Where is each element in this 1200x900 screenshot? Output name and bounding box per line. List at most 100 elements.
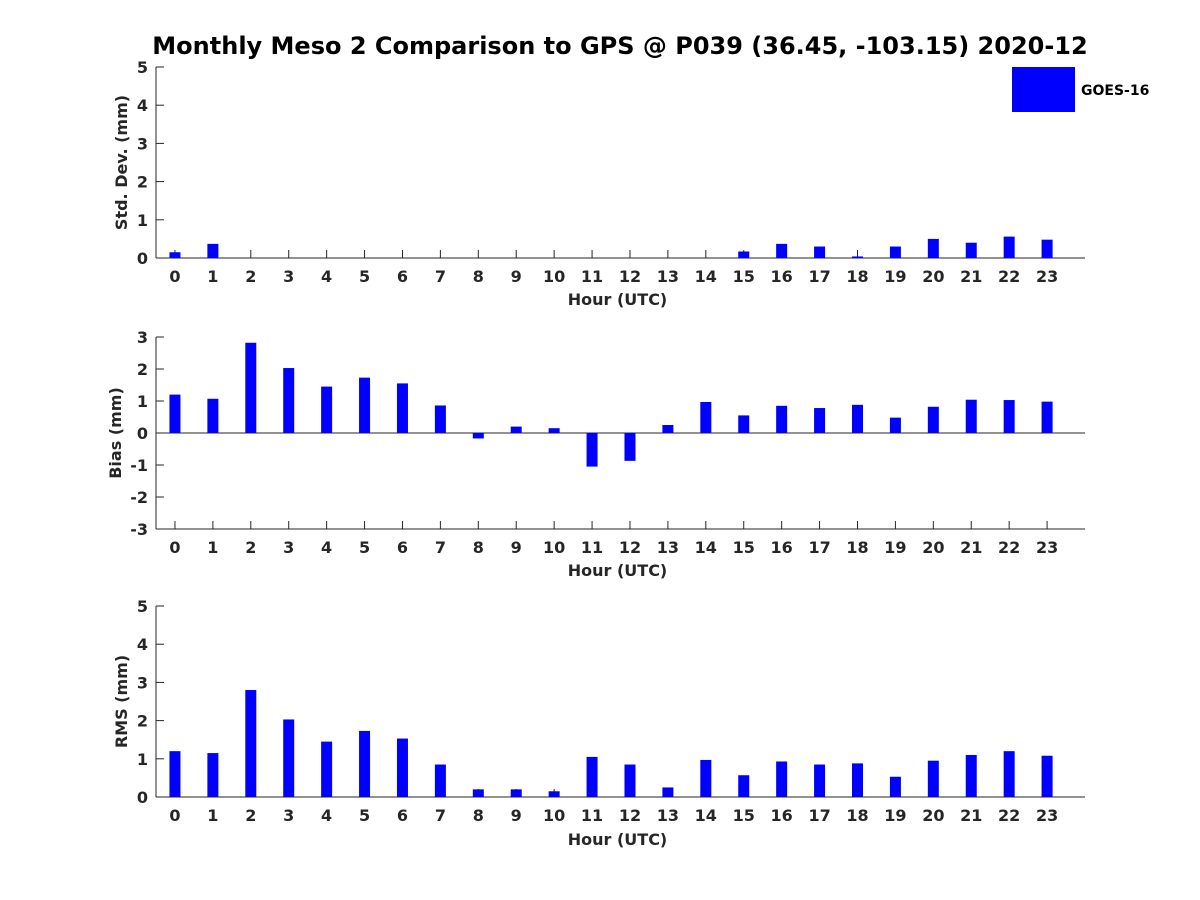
bias-y-tick-label: 0 bbox=[137, 424, 148, 443]
std-dev-x-axis-label: Hour (UTC) bbox=[568, 290, 668, 309]
std-dev-x-tick-label: 3 bbox=[283, 267, 294, 286]
std-dev-x-tick-label: 8 bbox=[473, 267, 484, 286]
rms-y-axis-label: RMS (mm) bbox=[112, 655, 131, 748]
std-dev-x-tick-label: 7 bbox=[435, 267, 446, 286]
std-dev-x-tick-label: 15 bbox=[733, 267, 755, 286]
rms-bar-6 bbox=[396, 738, 408, 797]
std-dev-x-tick-label: 18 bbox=[846, 267, 868, 286]
std-dev-bar-1 bbox=[207, 243, 219, 258]
rms-x-tick-label: 20 bbox=[922, 806, 944, 825]
rms-bar-4 bbox=[321, 741, 333, 797]
bias-x-tick-label: 11 bbox=[581, 538, 603, 557]
rms-x-tick-label: 11 bbox=[581, 806, 603, 825]
rms-bar-13 bbox=[662, 787, 674, 797]
rms-x-tick-label: 10 bbox=[543, 806, 565, 825]
std-dev-x-tick-label: 17 bbox=[808, 267, 830, 286]
rms-bar-21 bbox=[965, 754, 977, 797]
legend: GOES-16 bbox=[1012, 67, 1149, 112]
bias-bar-14 bbox=[700, 401, 712, 433]
rms-bar-0 bbox=[169, 751, 181, 797]
std-dev-x-tick-label: 13 bbox=[657, 267, 679, 286]
bias-x-tick-label: 12 bbox=[619, 538, 641, 557]
std-dev-bar-17 bbox=[814, 246, 826, 258]
bias-bar-19 bbox=[889, 417, 901, 433]
bias-x-tick-label: 6 bbox=[397, 538, 408, 557]
bias-x-tick-label: 21 bbox=[960, 538, 982, 557]
bias-bar-23 bbox=[1041, 401, 1053, 433]
bias-x-axis-label: Hour (UTC) bbox=[568, 561, 668, 580]
std-dev-bar-18 bbox=[851, 256, 863, 258]
rms-y-tick-label: 5 bbox=[137, 597, 148, 616]
rms-x-tick-label: 3 bbox=[283, 806, 294, 825]
legend-swatch bbox=[1012, 67, 1075, 112]
bias-y-tick-label: 3 bbox=[137, 328, 148, 347]
bias-x-tick-label: 8 bbox=[473, 538, 484, 557]
rms-x-tick-label: 14 bbox=[695, 806, 717, 825]
bias-bar-18 bbox=[851, 404, 863, 433]
bias-y-axis-label: Bias (mm) bbox=[106, 387, 125, 479]
std-dev-x-tick-label: 12 bbox=[619, 267, 641, 286]
std-dev-bar-16 bbox=[776, 243, 788, 258]
std-dev-bar-22 bbox=[1003, 236, 1015, 258]
bias-bar-6 bbox=[396, 383, 408, 433]
rms-bar-1 bbox=[207, 753, 219, 797]
std-dev-x-tick-label: 11 bbox=[581, 267, 603, 286]
std-dev-x-tick-label: 20 bbox=[922, 267, 944, 286]
rms-bar-9 bbox=[510, 789, 522, 797]
std-dev-x-tick-label: 5 bbox=[359, 267, 370, 286]
rms-bar-3 bbox=[283, 719, 295, 797]
bias-y-tick-label: -3 bbox=[130, 520, 148, 539]
bias-x-tick-label: 0 bbox=[169, 538, 180, 557]
bias-x-tick-label: 9 bbox=[511, 538, 522, 557]
rms-y-tick-label: 4 bbox=[137, 635, 148, 654]
bias-x-tick-label: 16 bbox=[771, 538, 793, 557]
rms-x-axis-label: Hour (UTC) bbox=[568, 830, 668, 849]
bias-x-tick-label: 14 bbox=[695, 538, 717, 557]
rms-x-tick-label: 15 bbox=[733, 806, 755, 825]
bias-bar-5 bbox=[359, 377, 371, 433]
bias-x-tick-label: 7 bbox=[435, 538, 446, 557]
bias-x-tick-label: 2 bbox=[245, 538, 256, 557]
std-dev-x-tick-label: 9 bbox=[511, 267, 522, 286]
bias-bar-1 bbox=[207, 398, 219, 433]
bias-x-tick-label: 10 bbox=[543, 538, 565, 557]
std-dev-x-tick-label: 2 bbox=[245, 267, 256, 286]
bias-bar-9 bbox=[510, 426, 522, 433]
rms-x-tick-label: 19 bbox=[884, 806, 906, 825]
std-dev-x-tick-label: 6 bbox=[397, 267, 408, 286]
bias-bar-13 bbox=[662, 425, 674, 433]
std-dev-y-tick-label: 3 bbox=[137, 134, 148, 153]
std-dev-y-axis-label: Std. Dev. (mm) bbox=[112, 95, 131, 230]
bias-x-tick-label: 23 bbox=[1036, 538, 1058, 557]
bias-y-tick-label: -1 bbox=[130, 456, 148, 475]
rms-x-tick-label: 12 bbox=[619, 806, 641, 825]
std-dev-x-tick-label: 10 bbox=[543, 267, 565, 286]
std-dev-bar-20 bbox=[927, 238, 939, 258]
std-dev-y-tick-label: 0 bbox=[137, 249, 148, 268]
rms-y-tick-label: 2 bbox=[137, 712, 148, 731]
bias-bar-2 bbox=[245, 342, 257, 433]
std-dev-x-tick-label: 16 bbox=[771, 267, 793, 286]
chart-title: Monthly Meso 2 Comparison to GPS @ P039 … bbox=[152, 32, 1087, 60]
rms-bar-17 bbox=[814, 764, 826, 797]
std-dev-x-tick-label: 4 bbox=[321, 267, 332, 286]
std-dev-x-tick-label: 14 bbox=[695, 267, 717, 286]
std-dev-x-tick-label: 23 bbox=[1036, 267, 1058, 286]
bias-bar-0 bbox=[169, 394, 181, 433]
rms-x-tick-label: 6 bbox=[397, 806, 408, 825]
rms-x-tick-label: 4 bbox=[321, 806, 332, 825]
rms-bar-18 bbox=[851, 763, 863, 797]
bias-bar-3 bbox=[283, 368, 295, 433]
bias-y-tick-label: 2 bbox=[137, 360, 148, 379]
bias-x-tick-label: 3 bbox=[283, 538, 294, 557]
std-dev-y-tick-label: 4 bbox=[137, 96, 148, 115]
bias-bar-11 bbox=[586, 433, 598, 467]
rms-bar-11 bbox=[586, 756, 598, 797]
std-dev-x-tick-label: 0 bbox=[169, 267, 180, 286]
rms-y-tick-label: 0 bbox=[137, 788, 148, 807]
rms-bar-20 bbox=[927, 760, 939, 797]
std-dev-x-tick-label: 21 bbox=[960, 267, 982, 286]
